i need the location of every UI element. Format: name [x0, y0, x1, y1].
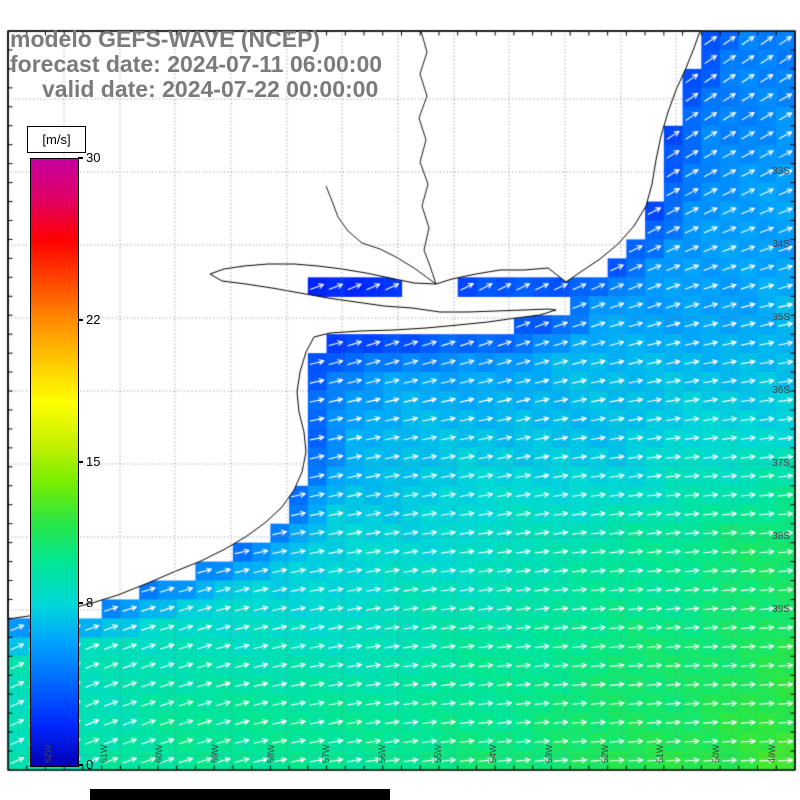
forecast-map-canvas — [0, 0, 800, 800]
